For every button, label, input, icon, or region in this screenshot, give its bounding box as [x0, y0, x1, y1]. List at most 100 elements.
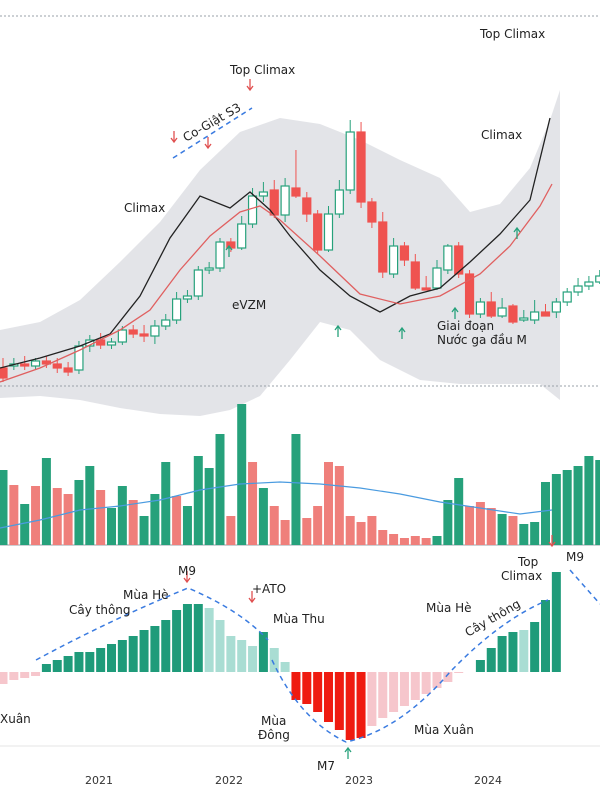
- volume-bar: [96, 490, 106, 545]
- candle-body: [52, 363, 62, 369]
- histogram-bar: [226, 636, 236, 672]
- histogram-bar: [367, 672, 377, 726]
- volume-bar: [562, 470, 572, 545]
- candle-body: [41, 360, 52, 365]
- down-arrow-icon: [204, 137, 212, 150]
- histogram-bar: [85, 652, 95, 672]
- annotation-m9-2: M9: [566, 550, 584, 564]
- arrow-head: [225, 244, 233, 251]
- histogram-bar: [378, 672, 388, 718]
- volume-bar: [367, 516, 377, 545]
- histogram-bar: [280, 662, 290, 672]
- candle-body: [323, 213, 334, 251]
- candle-body: [117, 329, 127, 343]
- arrow-head: [170, 137, 178, 144]
- candle-body: [237, 223, 247, 249]
- candle-body: [139, 333, 149, 337]
- candle-body: [389, 245, 399, 275]
- histogram-bar: [258, 632, 268, 672]
- down-arrow-icon: [246, 79, 254, 92]
- candle-body: [486, 301, 496, 317]
- histogram-bar: [0, 672, 8, 684]
- ma-slow-line: [0, 183, 553, 383]
- volume-bar: [302, 518, 312, 545]
- candle-body: [334, 189, 344, 215]
- volume-bar: [258, 488, 268, 545]
- histogram-bar: [150, 626, 160, 672]
- candle-body: [356, 131, 366, 203]
- candle-body: [584, 281, 594, 287]
- arrow-head: [246, 85, 254, 92]
- histogram-bar: [41, 664, 51, 672]
- annotation-cay-thong-1: Cây thông: [69, 603, 131, 617]
- candle-body: [313, 213, 323, 251]
- volume-bar: [443, 500, 453, 545]
- volume-bar: [530, 522, 540, 545]
- volume-bar: [573, 466, 583, 545]
- annotation-ato: +ATO: [252, 582, 286, 596]
- volume-bar: [269, 506, 279, 545]
- up-arrow-icon: [225, 244, 233, 257]
- histogram-bar: [432, 672, 442, 688]
- volume-bar: [399, 538, 409, 545]
- candle-body: [595, 275, 600, 283]
- candle-body: [280, 185, 290, 216]
- candle-body: [106, 341, 117, 346]
- volume-bar: [280, 520, 290, 545]
- volume-bar: [139, 516, 149, 545]
- annotation-m9-1: M9: [178, 564, 196, 578]
- annotation-top: Top: [517, 555, 538, 569]
- x-tick-label: 2021: [85, 774, 113, 787]
- annotation-mua-he-2: Mùa Hè: [426, 601, 472, 615]
- candle-body: [508, 305, 518, 323]
- histogram-bar: [324, 672, 333, 722]
- histogram-bar: [389, 672, 399, 712]
- annotation-climax-1: Climax: [124, 201, 165, 215]
- moving-averages: [0, 117, 553, 383]
- histogram-bar: [107, 644, 116, 672]
- histogram-bar: [302, 672, 312, 704]
- up-arrow-icon: [398, 326, 406, 339]
- candle-body: [573, 285, 583, 293]
- candle-body: [150, 325, 160, 337]
- volume-bar: [20, 504, 30, 545]
- candle-body: [519, 317, 529, 321]
- volume-bar: [313, 506, 323, 545]
- annotation-climax-2: Climax: [481, 128, 522, 142]
- histogram-bar: [204, 608, 214, 672]
- ma-fast-line: [0, 117, 551, 369]
- candle-body: [161, 319, 171, 327]
- histogram-bar: [128, 636, 138, 672]
- volume-bar: [334, 466, 344, 545]
- annotation-top-climax-2: Top Climax: [479, 27, 545, 41]
- candle-body: [0, 367, 8, 379]
- histogram-bar: [182, 604, 192, 672]
- volume-bar: [31, 486, 41, 545]
- volume-bar: [107, 508, 116, 545]
- volume-bar: [182, 506, 192, 545]
- volume-bar: [215, 434, 225, 545]
- candle-body: [20, 363, 30, 367]
- volume-bar: [9, 485, 19, 545]
- trend-lines: [35, 107, 600, 743]
- volume-bar: [421, 538, 431, 545]
- histogram-bar: [551, 572, 561, 672]
- candle-body: [128, 329, 138, 335]
- histogram-bar: [443, 672, 453, 682]
- trend-line-winter-spring: [271, 599, 549, 743]
- annotation-mua-he-1: Mùa Hè: [123, 588, 169, 602]
- arrow-head: [548, 541, 556, 548]
- annotation-climax-3: Climax: [501, 569, 542, 583]
- down-arrow-icon: [170, 131, 178, 144]
- histogram-bar: [454, 672, 464, 673]
- histogram-bar: [334, 672, 344, 730]
- trend-line-summer: [35, 587, 269, 661]
- down-arrow-icon: [248, 591, 256, 604]
- volume-bar: [248, 462, 258, 545]
- signal-arrows: [170, 79, 556, 759]
- candle-body: [302, 197, 312, 215]
- candle-body: [215, 241, 225, 269]
- candle-body: [530, 311, 540, 321]
- price-candles: [0, 120, 600, 382]
